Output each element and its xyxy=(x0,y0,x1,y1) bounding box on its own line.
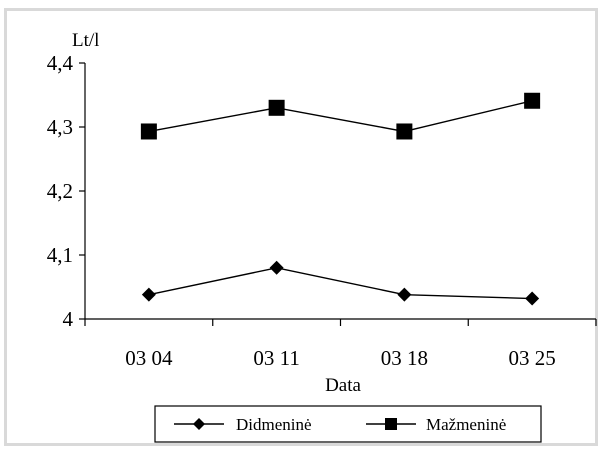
data-point-mazmenine xyxy=(524,92,541,109)
chart-frame xyxy=(4,8,598,446)
legend-marker-didmenine xyxy=(193,418,205,430)
legend-label-mazmenine: Mažmeninė xyxy=(426,415,506,434)
x-tick-label: 03 04 xyxy=(125,346,173,370)
series-line-mazmenine xyxy=(148,100,533,133)
legend-label-didmenine: Didmeninė xyxy=(236,415,312,434)
series-line-didmenine xyxy=(148,267,533,300)
legend: Didmeninė Mažmeninė xyxy=(154,405,542,443)
legend-marker-mazmenine xyxy=(385,418,397,430)
data-point-didmenine xyxy=(525,291,540,306)
x-axis-title: Data xyxy=(325,375,361,396)
y-tick-label: 4,2 xyxy=(47,179,73,203)
y-axis: 4 4,1 4,2 4,3 4,4 xyxy=(47,51,86,331)
y-axis-title: Lt/l xyxy=(72,30,99,51)
y-tick-label: 4 xyxy=(63,307,74,331)
x-tick-label: 03 11 xyxy=(253,346,299,370)
y-tick-label: 4,3 xyxy=(47,115,73,139)
x-tick-label: 03 25 xyxy=(509,346,556,370)
y-tick-label: 4,1 xyxy=(47,243,73,267)
series-layer xyxy=(140,92,541,306)
data-point-didmenine xyxy=(269,260,284,275)
x-tick-label: 03 18 xyxy=(381,346,428,370)
data-point-didmenine xyxy=(397,287,412,302)
data-point-didmenine xyxy=(141,287,156,302)
data-point-mazmenine xyxy=(396,123,413,140)
y-tick-label: 4,4 xyxy=(47,51,74,75)
x-axis: 03 04 03 11 03 18 03 25 xyxy=(84,318,597,370)
data-point-mazmenine xyxy=(268,99,285,116)
data-point-mazmenine xyxy=(140,123,157,140)
